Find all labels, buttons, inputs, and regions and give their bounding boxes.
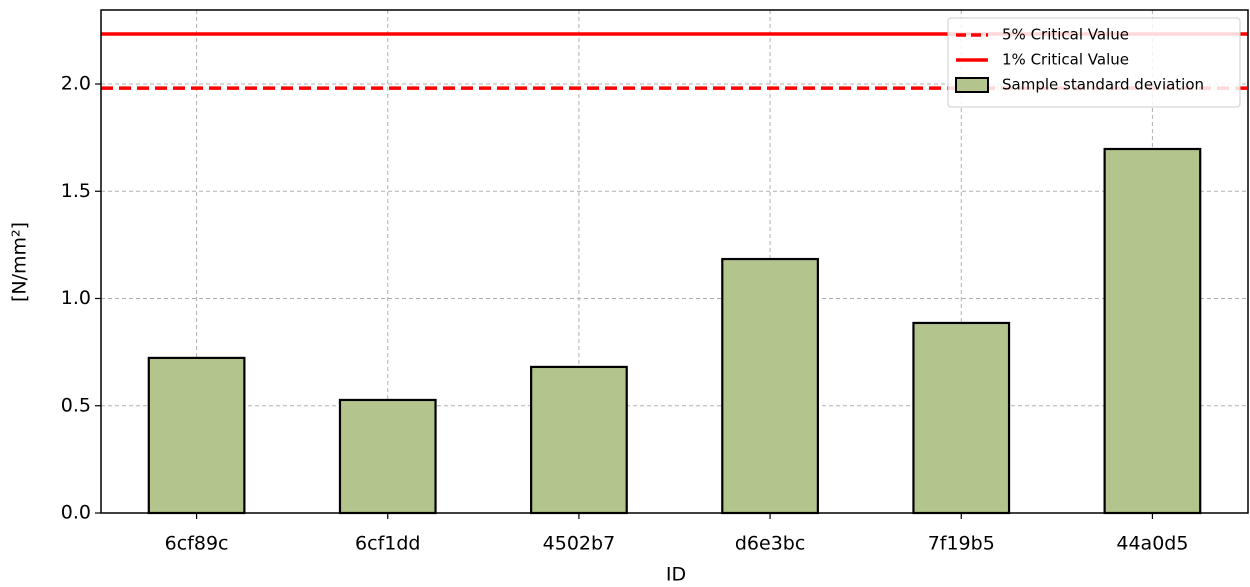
x-tick-label: 44a0d5 xyxy=(1116,533,1188,555)
bar xyxy=(147,356,246,515)
x-tick-label: 4502b7 xyxy=(543,533,616,555)
bar xyxy=(912,321,1011,515)
bar xyxy=(530,365,628,515)
bar xyxy=(338,398,437,515)
x-axis-label: ID xyxy=(666,564,686,586)
bar xyxy=(1103,147,1202,515)
legend-label: 1% Critical Value xyxy=(1002,51,1129,69)
x-tick-label: d6e3bc xyxy=(735,533,805,555)
legend: 5% Critical Value 1% Critical Value Sample… xyxy=(947,17,1241,108)
y-tick-label: 0.0 xyxy=(61,502,91,524)
legend-box xyxy=(947,17,1241,108)
y-tick-label: 0.5 xyxy=(61,394,91,416)
legend-label: Sample standard deviation xyxy=(1002,76,1204,94)
bar xyxy=(721,257,819,515)
x-tick-label: 6cf1dd xyxy=(355,533,420,555)
x-tick-label: 7f19b5 xyxy=(928,533,995,555)
y-tick-label: 2.0 xyxy=(61,73,91,95)
plot-frame xyxy=(100,9,1249,514)
y-tick-label: 1.0 xyxy=(61,287,91,309)
legend-label: 5% Critical Value xyxy=(1002,26,1129,44)
y-axis-label: [N/mm²] xyxy=(9,222,31,302)
legend-swatch xyxy=(955,77,989,93)
x-tick-label: 6cf89c xyxy=(165,533,229,555)
y-tick-label: 1.5 xyxy=(61,180,91,202)
